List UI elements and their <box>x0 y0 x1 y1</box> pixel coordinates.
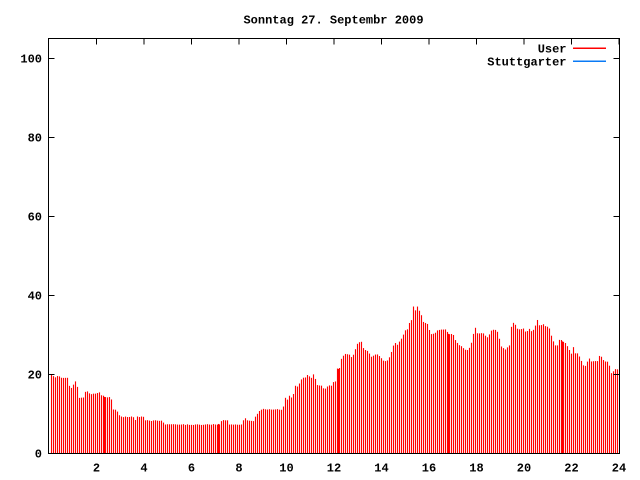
svg-text:60: 60 <box>28 211 42 225</box>
svg-text:0: 0 <box>35 448 42 462</box>
svg-text:Stuttgarter: Stuttgarter <box>487 55 566 69</box>
svg-text:20: 20 <box>28 369 42 383</box>
svg-text:14: 14 <box>374 462 388 476</box>
svg-text:22: 22 <box>564 462 578 476</box>
svg-text:18: 18 <box>469 462 483 476</box>
svg-text:6: 6 <box>188 462 195 476</box>
svg-text:100: 100 <box>20 53 42 67</box>
svg-text:4: 4 <box>140 462 147 476</box>
svg-text:12: 12 <box>327 462 341 476</box>
svg-text:24: 24 <box>612 462 626 476</box>
svg-text:20: 20 <box>517 462 531 476</box>
svg-text:40: 40 <box>28 290 42 304</box>
svg-text:16: 16 <box>422 462 436 476</box>
svg-text:8: 8 <box>235 462 242 476</box>
svg-text:10: 10 <box>279 462 293 476</box>
svg-text:2: 2 <box>93 462 100 476</box>
svg-text:80: 80 <box>28 132 42 146</box>
svg-text:Sonntag 27. Septembr 2009: Sonntag 27. Septembr 2009 <box>243 14 423 28</box>
svg-text:User: User <box>538 42 567 56</box>
